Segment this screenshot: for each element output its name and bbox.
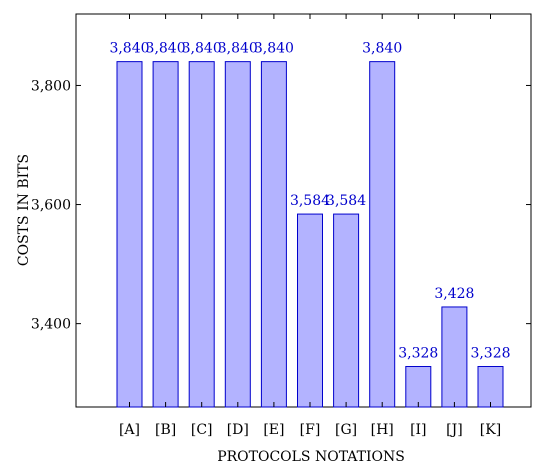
x-tick-label: [H] [371, 422, 394, 438]
bar-value-label: 3,840 [254, 41, 294, 57]
bar-value-label: 3,840 [218, 41, 258, 57]
bar-value-label: 3,840 [362, 41, 402, 57]
bar [441, 306, 468, 408]
y-tick-label: 3,400 [31, 317, 71, 333]
bar-value-label: 3,584 [326, 193, 366, 209]
bar-value-label: 3,840 [109, 41, 149, 57]
bar-value-label: 3,840 [146, 41, 186, 57]
x-tick-label: [C] [191, 422, 213, 438]
x-tick-label: [E] [263, 422, 284, 438]
x-axis: [A] [B] [C] [D] [E] [F] [G] [H] [I] [J] [K] [119, 14, 501, 438]
x-axis-title: PROTOCOLS NOTATIONS [217, 449, 405, 465]
x-tick-label: [K] [480, 422, 501, 438]
x-tick-label: [G] [335, 422, 357, 438]
bar [297, 213, 323, 408]
bar-value-label: 3,840 [182, 41, 222, 57]
bar-value-label: 3,328 [470, 346, 510, 362]
bar [405, 366, 432, 408]
bar [224, 61, 251, 408]
y-tick-label: 3,800 [31, 78, 71, 94]
bar [116, 61, 143, 408]
y-axis-title: COSTS IN BITS [16, 154, 32, 266]
x-tick-label: [A] [119, 422, 140, 438]
y-axis: 3,400 3,600 3,800 [31, 78, 531, 333]
x-tick-label: [F] [300, 422, 321, 438]
bar [152, 61, 179, 408]
x-tick-label: [J] [446, 422, 463, 438]
bar [333, 213, 360, 408]
bar-series [116, 61, 504, 408]
x-tick-label: [I] [410, 422, 426, 438]
bar [477, 366, 504, 408]
bar [369, 61, 396, 408]
bar [188, 61, 215, 408]
bar-value-label: 3,428 [434, 286, 474, 302]
data-labels: 3,8403,8403,8403,8403,8403,5843,5843,840… [109, 41, 510, 362]
bar-value-label: 3,584 [290, 193, 330, 209]
bar [260, 61, 287, 408]
x-tick-label: [D] [227, 422, 249, 438]
x-tick-label: [B] [155, 422, 176, 438]
bar-value-label: 3,328 [398, 346, 438, 362]
y-tick-label: 3,600 [31, 198, 71, 214]
